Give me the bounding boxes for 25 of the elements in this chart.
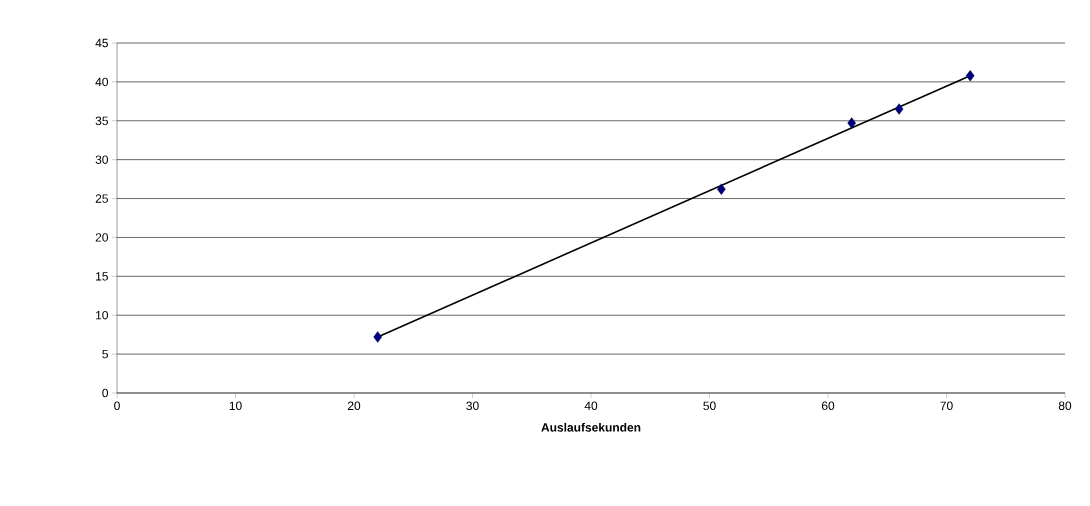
y-tick-label: 25 xyxy=(95,194,108,203)
x-tick-label: 10 xyxy=(229,401,242,411)
point xyxy=(373,331,382,343)
y-tick-label: 15 xyxy=(96,272,108,281)
y-tick-label: 20 xyxy=(95,233,109,242)
y-tick-label: 10 xyxy=(96,310,109,320)
y-tick-label: 5 xyxy=(102,349,108,359)
x-tick-label: 40 xyxy=(584,401,598,411)
x-tick-label: 80 xyxy=(1058,401,1072,411)
point xyxy=(847,117,856,129)
x-tick-label: 30 xyxy=(466,401,479,411)
x-tick-label: 70 xyxy=(940,401,953,411)
x-tick-label: 50 xyxy=(703,401,716,411)
y-tick-label: 30 xyxy=(95,155,109,164)
x-axis-title: Auslaufsekunden xyxy=(541,422,641,432)
point xyxy=(965,70,975,82)
point xyxy=(717,183,726,195)
y-tick-label: 35 xyxy=(95,116,108,126)
y-tick-label: 0 xyxy=(102,388,109,398)
y-tick-label: 45 xyxy=(95,38,108,48)
point xyxy=(894,103,904,115)
x-tick-label: 0 xyxy=(114,401,120,411)
x-tick-label: 20 xyxy=(347,401,361,411)
y-tick-label: 40 xyxy=(95,77,109,87)
x-tick-label: 60 xyxy=(821,401,835,411)
